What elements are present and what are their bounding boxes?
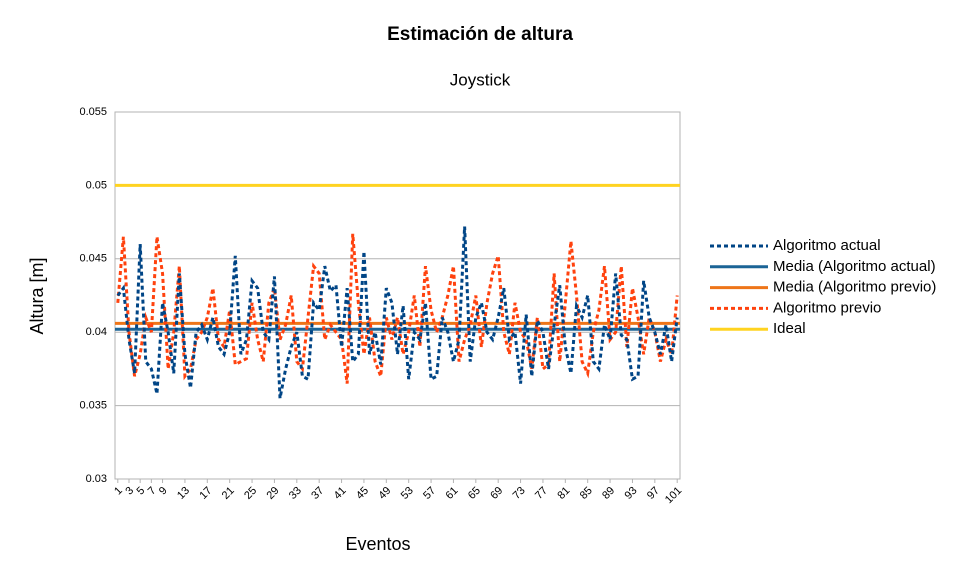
y-tick-label: 0.055 xyxy=(79,106,107,118)
y-tick-label: 0.03 xyxy=(86,473,107,485)
x-tick-label: 1 xyxy=(112,485,125,498)
x-tick-label: 85 xyxy=(578,485,595,502)
x-axis-label: Eventos xyxy=(345,534,410,554)
x-tick-label: 57 xyxy=(421,485,438,502)
legend-label: Algoritmo previo xyxy=(773,299,881,316)
x-tick-label: 97 xyxy=(645,485,662,502)
x-tick-label: 77 xyxy=(533,485,550,502)
x-tick-label: 49 xyxy=(376,485,393,502)
chart-subtitle: Joystick xyxy=(450,70,511,89)
x-tick-label: 61 xyxy=(443,485,460,502)
x-tick-label: 81 xyxy=(555,485,572,502)
y-tick-label: 0.045 xyxy=(79,253,107,265)
x-tick-label: 7 xyxy=(146,485,159,498)
legend-label: Media (Algoritmo actual) xyxy=(773,258,936,275)
x-tick-label: 73 xyxy=(511,485,528,502)
plot-frame xyxy=(114,111,681,480)
y-tick-label: 0.035 xyxy=(79,400,107,412)
legend-label: Media (Algoritmo previo) xyxy=(773,279,936,296)
legend-label: Ideal xyxy=(773,320,806,337)
y-axis-label: Altura [m] xyxy=(27,257,47,334)
x-tick-label: 45 xyxy=(354,485,371,502)
x-tick-label: 9 xyxy=(157,485,170,498)
x-tick-label: 13 xyxy=(175,485,192,502)
data-line xyxy=(116,226,679,399)
y-tick-label: 0.05 xyxy=(86,179,107,191)
y-tick-label: 0.04 xyxy=(86,326,107,338)
x-tick-label: 53 xyxy=(399,485,416,502)
x-tick-label: 89 xyxy=(600,485,617,502)
x-tick-label: 41 xyxy=(332,485,349,502)
x-tick-label: 37 xyxy=(309,485,326,502)
x-tick-label: 93 xyxy=(622,485,639,502)
chart-title: Estimación de altura xyxy=(387,24,573,45)
x-tick-label: 25 xyxy=(242,485,259,502)
legend-label: Algoritmo actual xyxy=(773,237,881,254)
x-tick-label: 65 xyxy=(466,485,483,502)
x-tick-label: 69 xyxy=(488,485,505,502)
x-tick-label: 17 xyxy=(197,485,214,502)
data-line xyxy=(116,233,679,384)
x-tick-label: 33 xyxy=(287,485,304,502)
x-tick-label: 101 xyxy=(663,485,684,506)
x-tick-label: 5 xyxy=(135,485,148,498)
x-tick-label: 3 xyxy=(123,485,136,498)
x-tick-label: 29 xyxy=(264,485,281,502)
x-tick-label: 21 xyxy=(220,485,237,502)
